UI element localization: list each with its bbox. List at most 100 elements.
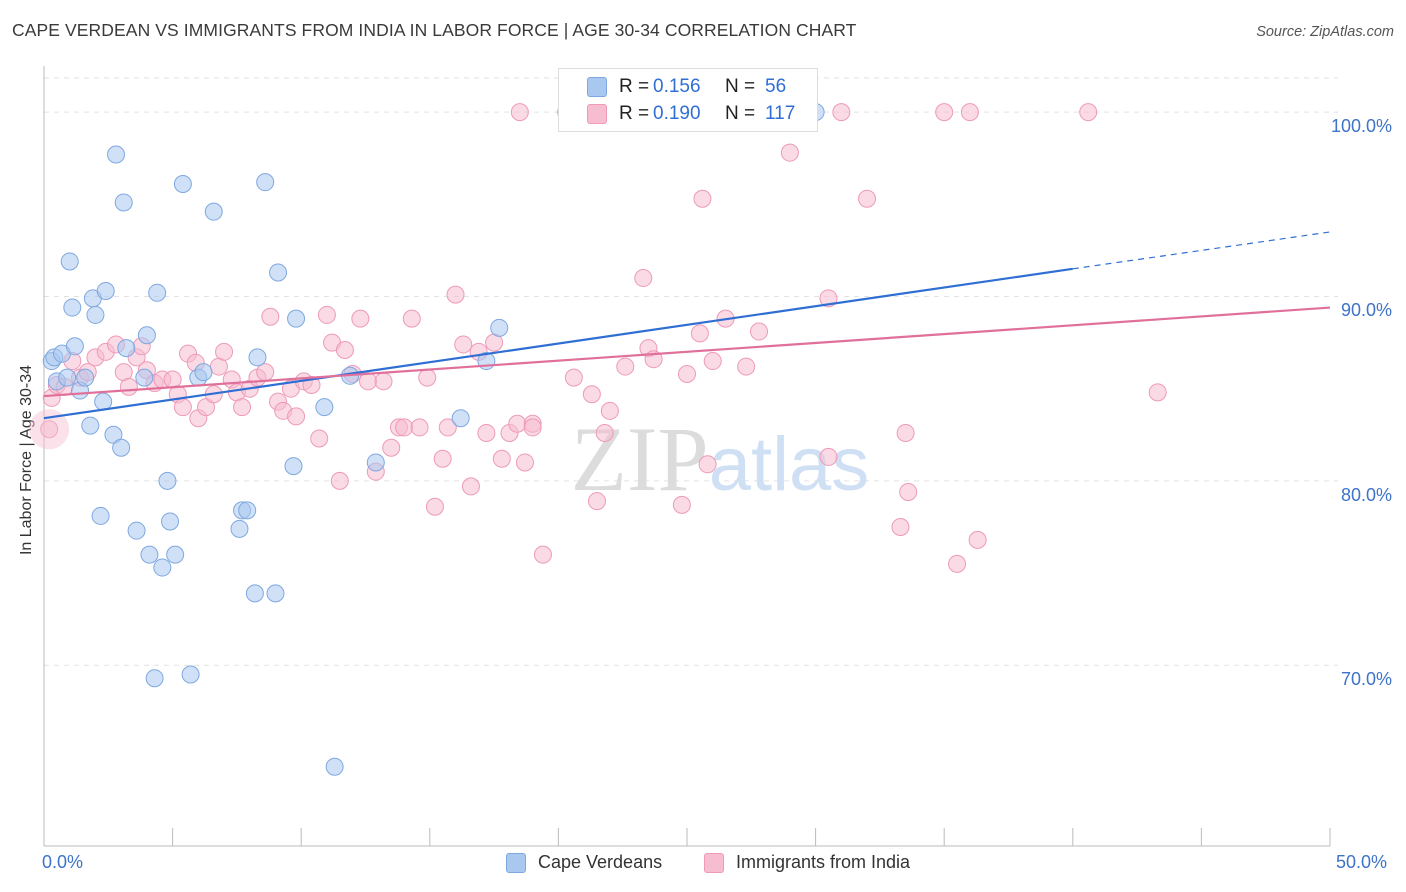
cape-verdean-point — [256, 173, 275, 192]
india-point — [215, 342, 234, 361]
india-point — [698, 455, 717, 474]
india-point — [395, 418, 414, 437]
cape-verdean-point — [269, 263, 288, 282]
x-tick-label-min: 0.0% — [42, 852, 84, 872]
legend-swatch-blue — [506, 852, 526, 873]
india-point — [261, 307, 280, 326]
chart-title: CAPE VERDEAN VS IMMIGRANTS FROM INDIA IN… — [12, 20, 857, 40]
india-point — [374, 372, 393, 391]
cape-verdean-point — [230, 519, 249, 538]
india-point — [492, 449, 511, 468]
cape-verdean-point — [96, 281, 115, 300]
india-point — [678, 364, 696, 383]
india-point — [858, 189, 877, 208]
legend-swatch-blue — [587, 77, 607, 97]
india-point — [317, 305, 336, 324]
india-point — [935, 103, 954, 122]
india-point — [899, 482, 918, 501]
stats-legend: R = 0.156 N = 56 R = 0.190 N = 117 — [558, 68, 818, 132]
india-point — [515, 453, 534, 472]
india-point — [351, 309, 370, 328]
r-label: R = — [619, 103, 650, 124]
axes — [43, 66, 1331, 847]
india-point — [1079, 103, 1098, 122]
cape-verdean-point — [145, 669, 164, 688]
india-point — [523, 418, 542, 437]
x-tick-label-max: 50.0% — [1336, 852, 1388, 872]
cape-verdean-point — [58, 368, 77, 387]
y-tick-label-100: 100.0% — [1330, 116, 1392, 137]
cape-verdean-trend-extension — [1072, 231, 1331, 270]
n-label: N = — [725, 76, 756, 97]
trend-lines — [43, 231, 1331, 420]
cape-verdean-trend-line — [43, 267, 1073, 420]
cape-verdean-point — [94, 392, 113, 411]
cape-verdean-point — [91, 506, 110, 525]
y-tick-label-70: 70.0% — [1340, 669, 1392, 690]
india-point — [564, 368, 583, 387]
india-point — [960, 103, 979, 122]
india-point — [750, 322, 769, 341]
cape-verdean-point — [65, 337, 84, 356]
cape-verdean-point — [366, 453, 385, 472]
cape-verdean-point — [117, 339, 136, 358]
legend-label: Immigrants from India — [736, 852, 911, 872]
cape-verdean-point — [153, 558, 172, 577]
india-point — [510, 103, 529, 122]
legend-item-cape-verdeans: Cape Verdeans — [506, 852, 662, 873]
cape-verdean-point — [158, 471, 177, 490]
cape-verdean-point — [81, 416, 100, 435]
y-tick-label-90: 90.0% — [1340, 300, 1392, 321]
india-point — [595, 423, 614, 442]
n-value: 117 — [765, 103, 796, 124]
cape-verdean-point — [325, 757, 344, 776]
stats-row-india: R = 0.190 N = 117 — [559, 101, 817, 127]
india-point — [968, 530, 987, 549]
cape-verdean-point — [266, 584, 285, 603]
india-point — [819, 447, 838, 466]
n-value: 56 — [765, 76, 787, 97]
india-point — [287, 407, 306, 426]
india-point — [418, 368, 437, 387]
india-point — [703, 352, 722, 371]
cape-verdean-point — [173, 175, 192, 194]
india-point — [410, 418, 429, 437]
india-point — [119, 377, 138, 396]
india-point — [780, 143, 799, 162]
cape-verdean-point — [287, 309, 306, 328]
cape-verdean-point — [315, 398, 334, 417]
india-point — [310, 429, 329, 448]
r-label: R = — [619, 76, 650, 97]
cape-verdean-point — [490, 318, 509, 337]
india-point — [693, 189, 712, 208]
india-point — [634, 269, 653, 288]
cape-verdean-point — [248, 348, 267, 367]
india-point — [948, 554, 967, 573]
cape-verdean-point — [76, 368, 95, 387]
india-point — [433, 449, 452, 468]
india-point — [616, 357, 635, 376]
india-points — [29, 103, 1167, 573]
cape-verdean-point — [112, 438, 131, 457]
cape-verdean-point — [238, 501, 257, 520]
india-point — [533, 545, 552, 564]
cape-verdean-point — [107, 145, 126, 164]
r-value: 0.156 — [653, 76, 701, 97]
cape-verdean-points — [42, 103, 825, 776]
india-point — [587, 492, 606, 511]
n-label: N = — [725, 103, 756, 124]
india-point — [508, 414, 527, 433]
india-point — [477, 423, 496, 442]
legend-swatch-pink — [704, 852, 724, 873]
cape-verdean-point — [245, 584, 264, 603]
cape-verdean-point — [161, 512, 180, 531]
india-point — [896, 423, 915, 442]
cape-verdean-point — [63, 298, 82, 317]
india-point — [454, 335, 473, 354]
cape-verdean-point — [148, 283, 167, 302]
cape-verdean-point — [137, 326, 156, 345]
cape-verdean-point — [140, 545, 159, 564]
india-point — [335, 340, 354, 359]
india-point — [690, 324, 709, 343]
